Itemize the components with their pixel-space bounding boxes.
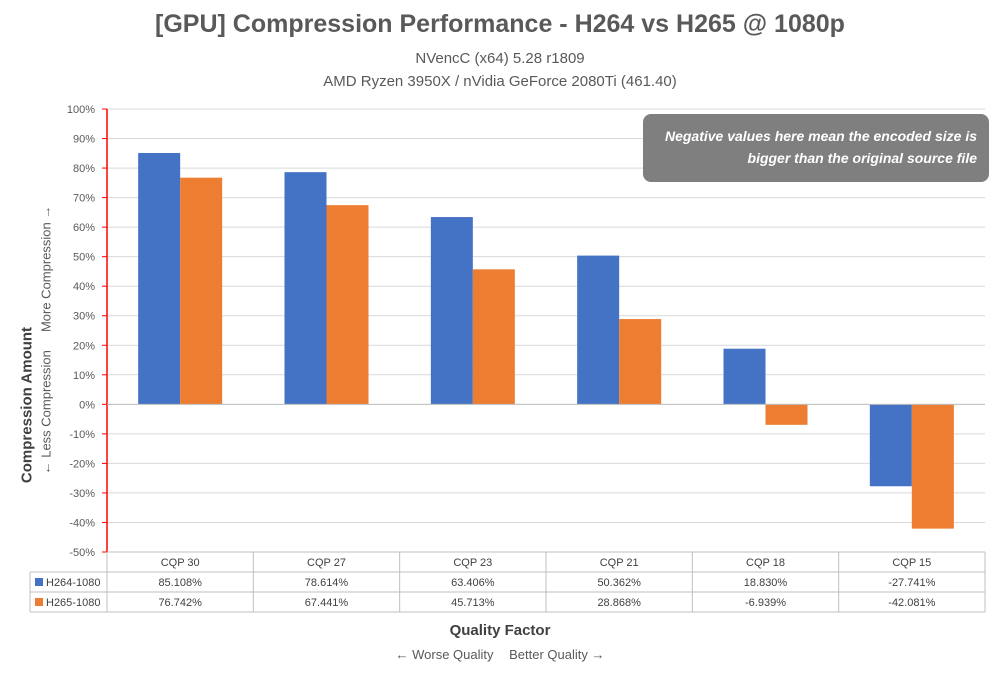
table-value: 76.742% <box>158 597 202 609</box>
chart-subtitle-2: AMD Ryzen 3950X / nVidia GeForce 2080Ti … <box>323 73 677 90</box>
bar-h264 <box>138 152 181 405</box>
y-axis-sublabel: ← Less Compression More Compression → <box>39 206 54 475</box>
y-tick-label: -20% <box>69 458 95 470</box>
x-axis-sublabel-worse: ← Worse Quality <box>395 647 494 662</box>
bar-h264 <box>869 404 912 487</box>
y-tick-label: 20% <box>73 340 95 352</box>
x-category-label: CQP 21 <box>600 557 639 569</box>
y-tick-label: 70% <box>73 193 95 205</box>
legend-label-h264: H264-1080 <box>46 577 100 589</box>
x-category-label: CQP 30 <box>161 557 200 569</box>
y-tick-label: 100% <box>67 104 95 116</box>
y-tick-label: 10% <box>73 370 95 382</box>
table-value: 45.713% <box>451 597 495 609</box>
y-tick-label: -10% <box>69 429 95 441</box>
bar-h264 <box>284 172 327 405</box>
legend-swatch-h265 <box>35 598 43 606</box>
y-tick-label: 90% <box>73 134 95 146</box>
bar-h264 <box>723 348 766 405</box>
y-tick-label: -30% <box>69 488 95 500</box>
y-axis-sublabel-more: More Compression → <box>38 205 54 333</box>
table-value: 28.868% <box>597 597 641 609</box>
y-tick-label: 40% <box>73 281 95 293</box>
x-axis-label: Quality Factor <box>449 622 551 639</box>
bar-h264 <box>430 217 473 405</box>
annotation-line-1: Negative values here mean the encoded si… <box>664 128 977 144</box>
table-value: -42.081% <box>888 597 935 609</box>
table-value: 50.362% <box>597 577 641 589</box>
bar-h265 <box>326 205 369 405</box>
x-category-label: CQP 15 <box>892 557 931 569</box>
table-value: 78.614% <box>305 577 349 589</box>
bar-h265 <box>180 177 223 405</box>
y-tick-label: -40% <box>69 517 95 529</box>
y-tick-label: 50% <box>73 252 95 264</box>
table-value: 63.406% <box>451 577 495 589</box>
annotation-box: Negative values here mean the encoded si… <box>643 114 989 182</box>
table-value: 85.108% <box>158 577 202 589</box>
y-axis-label: Compression Amount <box>18 326 36 484</box>
chart-subtitle-1: NVencC (x64) 5.28 r1809 <box>415 50 585 67</box>
x-axis-sublabel-better: Better Quality → <box>509 647 605 662</box>
legend-swatch-h264 <box>35 578 43 586</box>
table-value: 18.830% <box>744 577 788 589</box>
bar-h264 <box>577 255 620 405</box>
table-value: -27.741% <box>888 577 935 589</box>
y-tick-label: 0% <box>79 399 95 411</box>
table-value: -6.939% <box>745 597 786 609</box>
x-axis-sublabel: ← Worse Quality Better Quality → <box>0 647 1000 662</box>
bar-h265 <box>911 404 954 529</box>
y-tick-label: -50% <box>69 547 95 559</box>
chart-title: [GPU] Compression Performance - H264 vs … <box>155 10 845 38</box>
annotation-line-2: bigger than the original source file <box>747 150 977 166</box>
table-value: 67.441% <box>305 597 349 609</box>
bar-h265 <box>765 404 808 425</box>
bar-h265 <box>472 269 515 405</box>
y-tick-label: 30% <box>73 311 95 323</box>
x-category-label: CQP 18 <box>746 557 785 569</box>
legend-label-h265: H265-1080 <box>46 597 100 609</box>
y-tick-label: 60% <box>73 222 95 234</box>
x-category-label: CQP 27 <box>307 557 346 569</box>
y-tick-label: 80% <box>73 163 95 175</box>
bar-h265 <box>619 319 662 405</box>
x-category-label: CQP 23 <box>453 557 492 569</box>
y-axis-sublabel-less: ← Less Compression <box>38 350 54 475</box>
